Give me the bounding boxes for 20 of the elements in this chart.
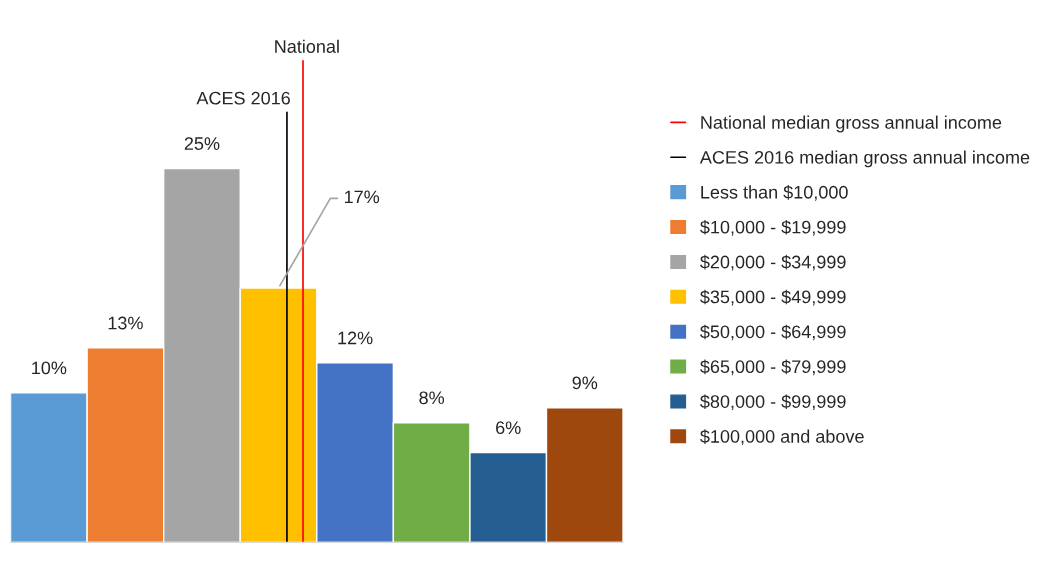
text: ACES 2016 median gross annual income [699,150,1030,168]
text: $100,000 and above [700,429,864,445]
data-label: 12% [338,331,373,345]
text: National [275,39,339,53]
text: $10,000 - $19,999 [700,219,846,236]
data-label: 13% [108,316,143,330]
data-label: 25% [184,137,220,150]
data-label: 8% [419,391,445,405]
text: ACES 2016 [196,91,290,105]
text: National median gross annual income [701,115,1002,133]
text: $35,000 - $49,999 [700,289,846,306]
text: $20,000 - $34,999 [700,254,846,271]
text: $50,000 - $64,999 [700,324,846,341]
data-label: 10% [32,361,67,375]
data-label: 17% [344,190,380,204]
data-label: 6% [496,421,521,435]
text: $80,000 - $99,999 [700,394,846,411]
text: Less than $10,000 [701,185,848,201]
data-label: 9% [572,376,598,390]
text: $65,000 - $79,999 [700,359,846,376]
